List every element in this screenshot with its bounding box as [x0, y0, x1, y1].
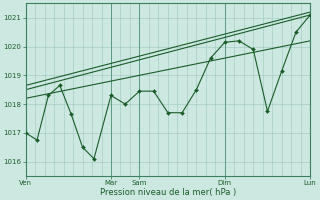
X-axis label: Pression niveau de la mer( hPa ): Pression niveau de la mer( hPa )	[100, 188, 236, 197]
